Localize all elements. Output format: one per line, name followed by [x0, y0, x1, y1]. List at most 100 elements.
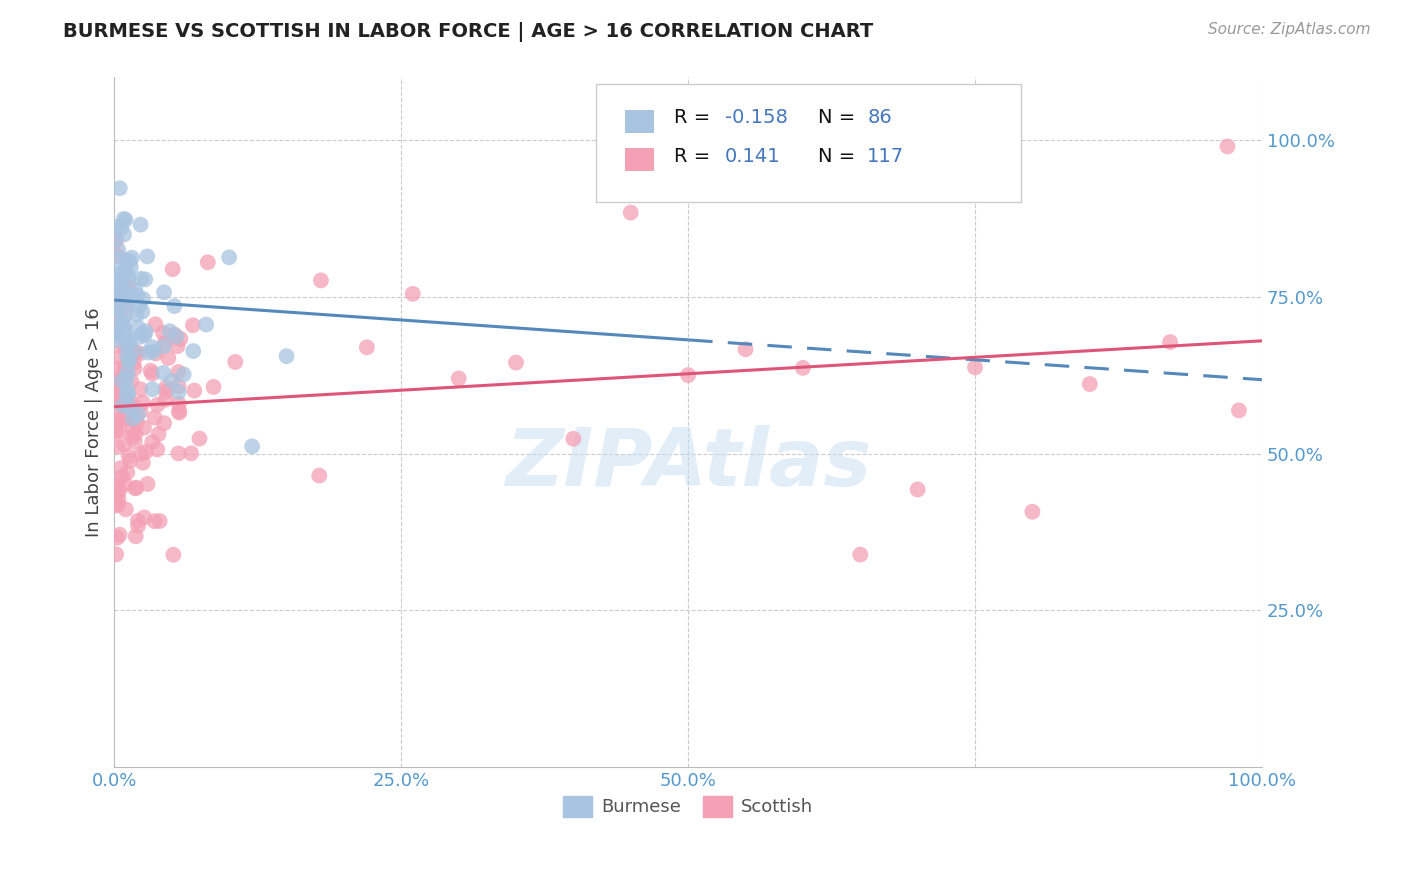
- Point: [114, 325, 136, 339]
- Text: N =: N =: [818, 147, 862, 166]
- Point: [112, 211, 135, 226]
- Point: [104, 235, 127, 249]
- Point: [108, 282, 131, 296]
- Point: [117, 349, 139, 363]
- Point: [111, 369, 134, 384]
- Point: [1078, 377, 1101, 392]
- Point: [136, 249, 159, 263]
- Point: [160, 374, 183, 388]
- Point: [107, 243, 129, 257]
- Point: [356, 340, 378, 354]
- Point: [108, 350, 131, 364]
- Point: [111, 374, 134, 388]
- Text: R =: R =: [675, 147, 717, 166]
- Point: [115, 410, 138, 425]
- Point: [114, 212, 136, 227]
- Point: [129, 272, 152, 286]
- Point: [110, 280, 132, 294]
- Point: [447, 371, 470, 385]
- Point: [1227, 403, 1250, 417]
- Point: [108, 276, 131, 290]
- Point: [118, 334, 141, 348]
- Point: [167, 379, 190, 393]
- Point: [134, 272, 156, 286]
- Point: [402, 286, 425, 301]
- Point: [163, 299, 186, 313]
- Point: [167, 397, 190, 411]
- Point: [105, 483, 128, 497]
- Point: [112, 437, 135, 451]
- Point: [105, 531, 128, 545]
- Point: [111, 340, 134, 354]
- Point: [111, 313, 134, 327]
- Point: [162, 262, 184, 277]
- Point: [849, 548, 872, 562]
- Point: [114, 300, 136, 314]
- Point: [111, 470, 134, 484]
- Point: [169, 332, 191, 346]
- Point: [111, 286, 134, 301]
- Point: [117, 382, 139, 396]
- Point: [165, 329, 187, 343]
- Point: [118, 355, 141, 369]
- Point: [120, 401, 142, 416]
- Point: [308, 468, 330, 483]
- Point: [180, 446, 202, 460]
- Point: [118, 352, 141, 367]
- Point: [104, 489, 127, 503]
- Point: [108, 361, 131, 376]
- Point: [121, 430, 143, 444]
- Point: [155, 384, 177, 399]
- Point: [157, 351, 180, 365]
- Point: [136, 345, 159, 359]
- Point: [132, 292, 155, 306]
- Point: [105, 219, 128, 234]
- Point: [195, 318, 218, 332]
- Text: 117: 117: [868, 147, 904, 166]
- Point: [142, 344, 165, 359]
- Point: [134, 327, 156, 342]
- Point: [127, 320, 149, 334]
- Point: [115, 268, 138, 283]
- Point: [124, 282, 146, 296]
- Point: [118, 253, 141, 268]
- Point: [149, 514, 172, 528]
- Text: BURMESE VS SCOTTISH IN LABOR FORCE | AGE > 16 CORRELATION CHART: BURMESE VS SCOTTISH IN LABOR FORCE | AGE…: [63, 22, 873, 42]
- Point: [1216, 139, 1239, 153]
- Point: [127, 518, 149, 533]
- Point: [167, 446, 190, 460]
- Point: [112, 326, 135, 341]
- Point: [104, 231, 127, 245]
- Point: [155, 392, 177, 407]
- Point: [111, 265, 134, 279]
- Legend: Burmese, Scottish: Burmese, Scottish: [557, 789, 820, 824]
- Point: [107, 498, 129, 512]
- Point: [125, 417, 148, 431]
- Point: [114, 396, 136, 410]
- Point: [104, 425, 127, 439]
- Point: [115, 341, 138, 355]
- FancyBboxPatch shape: [626, 148, 654, 170]
- Point: [118, 398, 141, 412]
- Point: [141, 340, 163, 354]
- Point: [120, 374, 142, 388]
- Point: [111, 395, 134, 409]
- FancyBboxPatch shape: [596, 85, 1021, 202]
- Text: -0.158: -0.158: [725, 108, 787, 127]
- Point: [114, 362, 136, 376]
- Point: [110, 461, 132, 475]
- Point: [110, 408, 132, 422]
- Point: [108, 483, 131, 498]
- Point: [125, 345, 148, 359]
- Point: [107, 300, 129, 314]
- Point: [115, 502, 138, 516]
- Point: [107, 267, 129, 281]
- Point: [104, 376, 127, 391]
- Point: [127, 408, 149, 422]
- Point: [107, 395, 129, 409]
- Point: [107, 492, 129, 507]
- Point: [167, 365, 190, 379]
- Point: [121, 251, 143, 265]
- Point: [505, 355, 527, 369]
- Point: [117, 449, 139, 463]
